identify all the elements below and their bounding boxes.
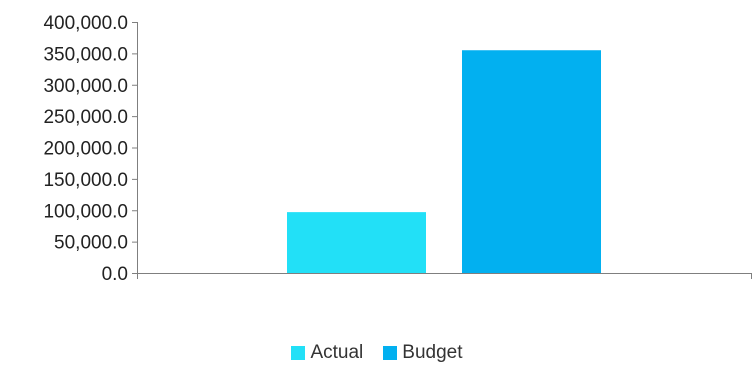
- y-tick-label: 200,000.0: [43, 139, 128, 160]
- bar-actual: [287, 212, 426, 273]
- y-tick-label: 0.0: [102, 264, 128, 285]
- y-tick-label: 400,000.0: [43, 13, 128, 34]
- legend-swatch-budget: [383, 346, 398, 360]
- legend-item-budget: Budget: [383, 342, 463, 364]
- legend: Actual Budget: [0, 342, 754, 364]
- y-tick-label: 100,000.0: [43, 201, 128, 222]
- y-axis: 0.0 50,000.0 100,000.0 150,000.0 200,000.0 25…: [43, 13, 752, 285]
- legend-swatch-actual: [291, 346, 306, 360]
- bar-budget: [462, 50, 601, 273]
- bars: [287, 50, 601, 273]
- legend-label-actual: Actual: [310, 342, 364, 363]
- y-tick-label: 300,000.0: [43, 76, 128, 97]
- y-tick-label: 250,000.0: [43, 107, 128, 128]
- legend-item-actual: Actual: [291, 342, 363, 364]
- legend-label-budget: Budget: [402, 342, 463, 363]
- y-tick-label: 50,000.0: [54, 233, 128, 254]
- y-tick-label: 350,000.0: [43, 44, 128, 65]
- y-tick-label: 150,000.0: [43, 170, 128, 191]
